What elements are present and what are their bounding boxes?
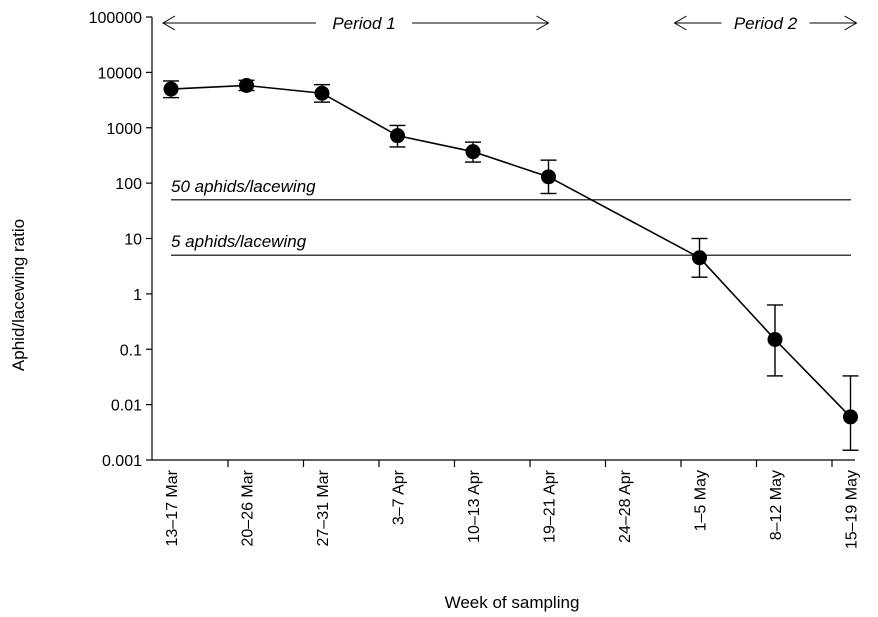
y-axis-ticks: 0.001 0.01 0.1 1 10 100 1000 10000 100000 bbox=[89, 10, 152, 470]
data-point bbox=[465, 144, 481, 160]
x-axis-ticks: 13–17 Mar 20–26 Mar 27–31 Mar 3–7 Apr 10–13 … bbox=[164, 460, 861, 549]
x-tick-label: 10–13 Apr bbox=[466, 469, 483, 543]
series-line bbox=[170, 84, 852, 418]
data-point bbox=[692, 250, 707, 266]
x-tick-label: 27–31 Mar bbox=[315, 469, 332, 546]
data-point bbox=[843, 409, 858, 425]
y-tick-label: 100000 bbox=[89, 10, 142, 27]
y-axis-label: Aphid/lacewing ratio bbox=[9, 219, 28, 371]
x-tick-label: 24–28 Apr bbox=[617, 469, 634, 543]
period-label: Period 2 bbox=[734, 14, 798, 33]
x-tick-label: 3–7 Apr bbox=[391, 469, 408, 525]
arrowhead-right bbox=[844, 15, 858, 31]
data-point bbox=[767, 331, 783, 347]
x-tick-label: 15–19 May bbox=[844, 470, 861, 549]
x-tick-label: 20–26 Mar bbox=[240, 469, 257, 546]
data-point bbox=[239, 77, 254, 93]
error-bars bbox=[163, 79, 859, 451]
y-tick-label: 100 bbox=[115, 176, 142, 193]
data-point bbox=[541, 169, 556, 185]
reference-lines: 50 aphids/lacewing 5 aphids/lacewing bbox=[171, 177, 851, 256]
x-tick-label: 19–21 Apr bbox=[542, 469, 559, 543]
arrowhead-left bbox=[162, 15, 176, 31]
y-tick-label: 0.001 bbox=[102, 453, 142, 470]
data-point bbox=[314, 85, 330, 101]
y-tick-label: 10000 bbox=[98, 65, 143, 82]
x-tick-label: 1–5 May bbox=[693, 470, 710, 531]
arrowhead-right bbox=[536, 15, 550, 31]
y-tick-label: 0.1 bbox=[120, 342, 142, 359]
data-points bbox=[163, 77, 858, 425]
x-axis-label: Week of sampling bbox=[445, 593, 580, 612]
y-tick-label: 0.01 bbox=[111, 398, 142, 415]
data-point bbox=[390, 128, 405, 144]
reference-line-label: 5 aphids/lacewing bbox=[171, 232, 307, 251]
arrowhead-left bbox=[673, 15, 687, 31]
x-tick-label: 13–17 Mar bbox=[164, 469, 181, 546]
data-point bbox=[163, 81, 179, 97]
period-label: Period 1 bbox=[332, 14, 395, 33]
y-tick-label: 1000 bbox=[106, 121, 142, 138]
period-annotations: Period 1 Period 2 bbox=[162, 14, 858, 33]
y-tick-label: 10 bbox=[124, 232, 142, 249]
reference-line-label: 50 aphids/lacewing bbox=[171, 177, 316, 196]
y-tick-label: 1 bbox=[133, 287, 142, 304]
x-tick-label: 8–12 May bbox=[768, 470, 785, 540]
